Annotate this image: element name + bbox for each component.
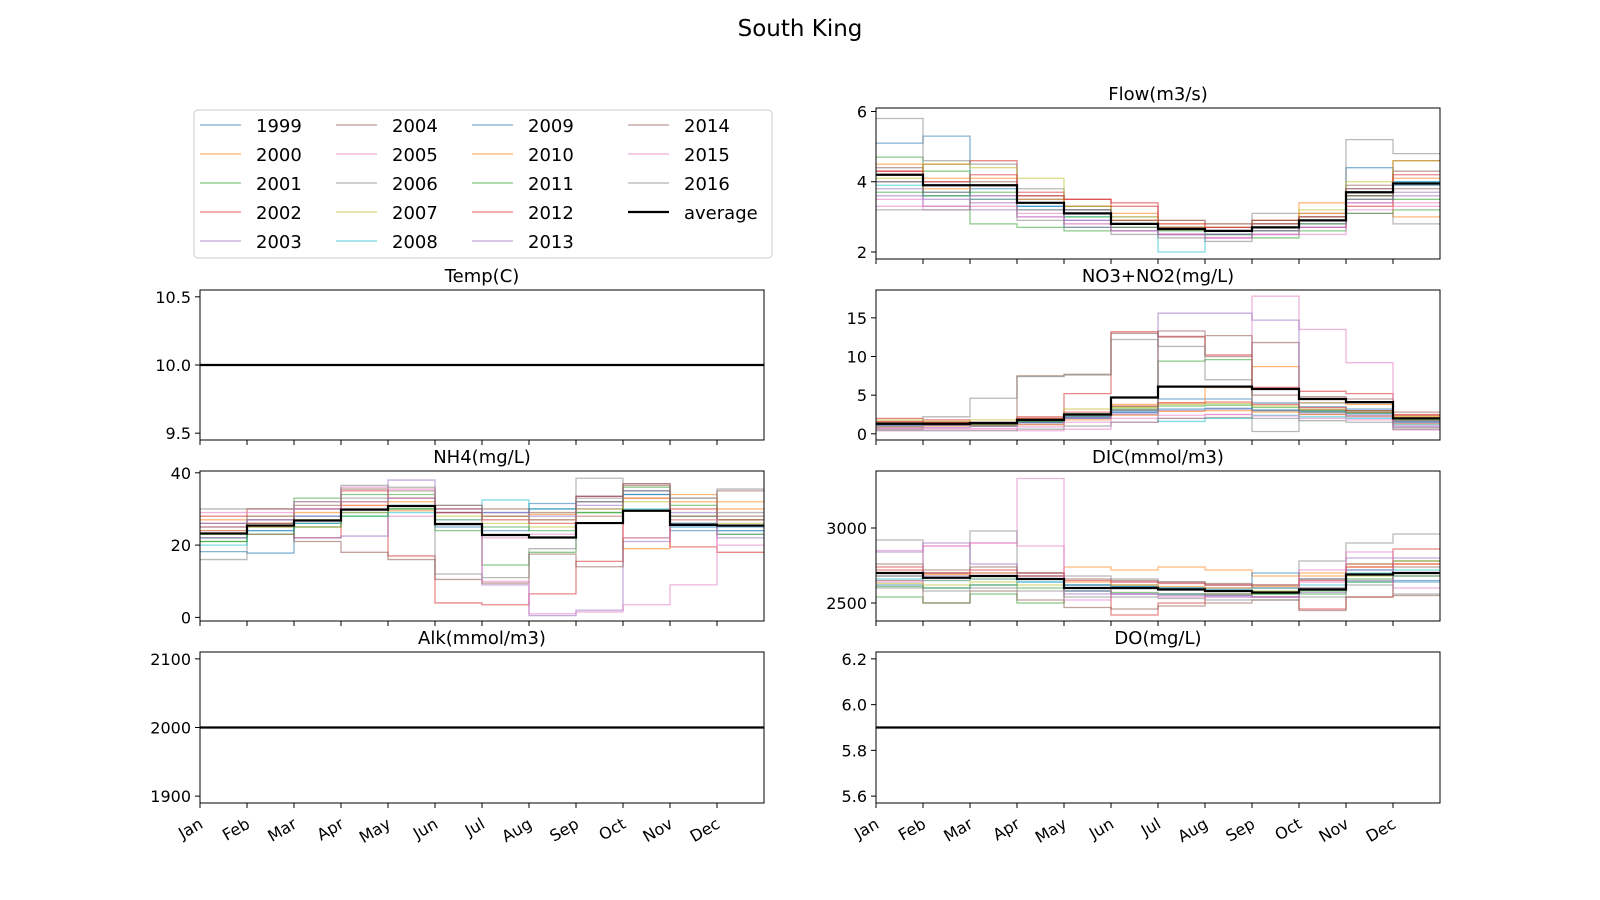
average-line	[876, 385, 1440, 425]
legend-entry-2005: 2005	[336, 145, 438, 166]
legend-entry-2007: 2007	[336, 203, 438, 224]
panel-nh4-mg-l: NH4(mg/L) 0 20 40	[171, 447, 765, 627]
legend-label: 2001	[256, 174, 302, 195]
average-line	[876, 571, 1440, 594]
legend-entry-2000: 2000	[200, 145, 302, 166]
y-tick-label: 20	[171, 536, 191, 555]
legend-entry-2012: 2012	[472, 203, 574, 224]
legend-entry-average: average	[628, 203, 758, 224]
panel-title: NH4(mg/L)	[433, 447, 531, 468]
legend-label: 2010	[528, 145, 574, 166]
panel-title: Flow(m3/s)	[1108, 84, 1208, 105]
y-tick-label: 5.6	[842, 787, 867, 806]
y-tick-label: 6.2	[842, 650, 867, 669]
legend-entry-2006: 2006	[336, 174, 438, 195]
legend-label: 2014	[684, 116, 730, 137]
legend-entry-2010: 2010	[472, 145, 574, 166]
legend-label: 2015	[684, 145, 730, 166]
y-tick-label: 6	[857, 103, 867, 122]
series-line-2016	[200, 483, 764, 521]
average-line	[200, 504, 764, 539]
legend-label: 2009	[528, 116, 574, 137]
legend-label: 1999	[256, 116, 302, 137]
legend-entry-2008: 2008	[336, 232, 438, 253]
panel-title: Alk(mmol/m3)	[418, 628, 546, 649]
legend-label: 2013	[528, 232, 574, 253]
plot-area	[200, 477, 764, 617]
legend-label: 2002	[256, 203, 302, 224]
y-tick-label: 4	[857, 173, 867, 192]
plot-area	[876, 295, 1440, 433]
y-tick-label: 2000	[150, 719, 191, 738]
legend-label: 2008	[392, 232, 438, 253]
y-tick-label: 2500	[826, 594, 867, 613]
panel-title: DO(mg/L)	[1114, 628, 1201, 649]
legend-entry-2013: 2013	[472, 232, 574, 253]
y-tick-label: 6.0	[842, 696, 867, 715]
y-tick-label: 15	[847, 309, 867, 328]
y-tick-label: 10.5	[155, 288, 191, 307]
y-tick-label: 10.0	[155, 356, 191, 375]
series-line-2004	[876, 579, 1440, 612]
panel-title: DIC(mmol/m3)	[1092, 447, 1224, 468]
y-tick-label: 9.5	[166, 424, 191, 443]
legend-label: average	[684, 203, 758, 224]
y-tick-label: 0	[857, 425, 867, 444]
legend-label: 2005	[392, 145, 438, 166]
legend-entry-2014: 2014	[628, 116, 730, 137]
legend-entry-2004: 2004	[336, 116, 438, 137]
panel-flow-m3-s: Flow(m3/s) 2 4 6	[857, 84, 1441, 264]
y-tick-label: 2	[857, 243, 867, 262]
series-line-2015	[876, 413, 1440, 430]
y-tick-label: 1900	[150, 787, 191, 806]
average-line	[876, 173, 1440, 233]
legend-label: 2000	[256, 145, 302, 166]
y-tick-label: 3000	[826, 519, 867, 538]
legend: 1999 2000 2001 2002 2003 2004 2005 2006 2007 2008…	[193, 109, 773, 259]
plot-area	[876, 477, 1440, 616]
legend-entry-2015: 2015	[628, 145, 730, 166]
legend-label: 2004	[392, 116, 438, 137]
y-tick-label: 40	[171, 464, 191, 483]
series-line-2015	[876, 542, 1440, 601]
legend-entry-2001: 2001	[200, 174, 302, 195]
legend-label: 2003	[256, 232, 302, 253]
legend-entry-2002: 2002	[200, 203, 302, 224]
panel-title: Temp(C)	[444, 266, 520, 287]
plot-area	[876, 117, 1440, 253]
legend-label: 2016	[684, 174, 730, 195]
legend-entry-2016: 2016	[628, 174, 730, 195]
y-tick-label: 5	[857, 386, 867, 405]
y-tick-label: 2100	[150, 650, 191, 669]
panel-dic-mmol-m3: DIC(mmol/m3) 2500 3000	[826, 447, 1441, 626]
legend-entry-2003: 2003	[200, 232, 302, 253]
legend-label: 2006	[392, 174, 438, 195]
figure-title: South King	[738, 16, 863, 42]
legend-entry-2009: 2009	[472, 116, 574, 137]
series-line-2016	[876, 584, 1440, 601]
panel-no3-no2-mg-l: NO3+NO2(mg/L) 0 5 10 15	[847, 266, 1441, 445]
y-tick-label: 10	[847, 347, 867, 366]
legend-label: 2012	[528, 203, 574, 224]
panel-title: NO3+NO2(mg/L)	[1082, 266, 1234, 287]
legend-entry-2011: 2011	[472, 174, 574, 195]
y-tick-label: 0	[181, 608, 191, 627]
legend-frame	[193, 109, 773, 259]
series-line-2016	[876, 416, 1440, 432]
legend-entry-1999: 1999	[200, 116, 302, 137]
legend-label: 2011	[528, 174, 574, 195]
legend-label: 2007	[392, 203, 438, 224]
panel-temp-c: Temp(C) 9.5 10.0 10.5	[155, 266, 765, 445]
y-tick-label: 5.8	[842, 741, 867, 760]
